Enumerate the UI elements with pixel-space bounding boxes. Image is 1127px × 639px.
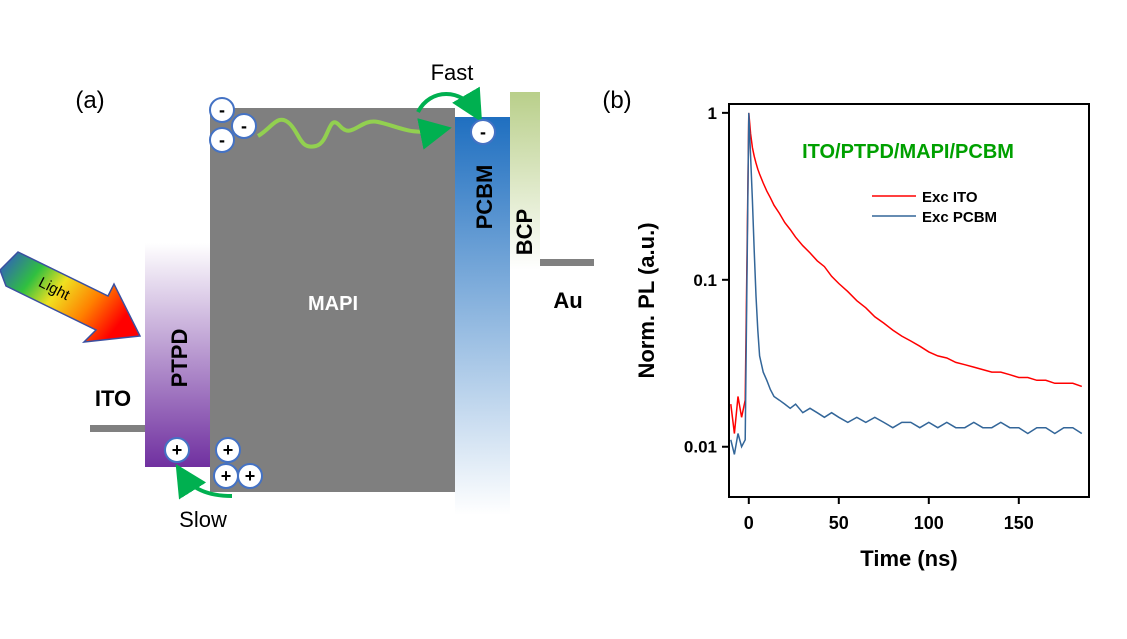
slow-arrow (175, 463, 233, 500)
data-line (730, 112, 1083, 434)
charge-sign: - (219, 100, 225, 120)
charge-sign: - (219, 130, 225, 150)
ito-label: ITO (95, 386, 131, 411)
chart: (b) 0 50 100 150 1 0.1 0.01 ITO/PTPD/MAPI/PCBM E… (602, 87, 1090, 571)
charge-circle (231, 113, 257, 139)
au-label: Au (553, 288, 582, 313)
diagram: (a) ITO PTPD MAPI PCBM BCP Au Light Fast… (0, 60, 594, 532)
mapi-layer (210, 108, 455, 492)
charge-sign: + (172, 440, 183, 460)
au-level (540, 259, 594, 266)
pcbm-label: PCBM (472, 165, 497, 230)
panel-label: (b) (602, 87, 631, 114)
charge-sign: + (245, 466, 256, 486)
legend-label: Exc PCBM (922, 209, 997, 226)
mapi-label: MAPI (308, 293, 358, 315)
x-tick-label: 100 (914, 513, 944, 533)
panel-label: (a) (75, 87, 104, 114)
charge-circle (237, 463, 263, 489)
y-tick-label: 1 (708, 104, 717, 123)
x-tick-label: 0 (744, 513, 754, 533)
y-tick-label: 0.1 (693, 271, 717, 290)
charge-sign: - (480, 122, 486, 142)
slow-label: Slow (179, 507, 227, 532)
charge-circle (209, 127, 235, 153)
charge-circle (470, 119, 496, 145)
ptpd-layer (145, 243, 210, 467)
ito-level (90, 425, 145, 432)
charge-sign: + (221, 466, 232, 486)
data-line (730, 112, 1083, 455)
bcp-layer (510, 92, 540, 270)
fast-label: Fast (431, 60, 474, 85)
pcbm-layer (455, 117, 510, 515)
x-tick-label: 50 (829, 513, 849, 533)
plot-frame (728, 103, 1090, 498)
charge-circle (215, 437, 241, 463)
light-arrow (0, 251, 142, 343)
charge-sign: - (241, 116, 247, 136)
legend-label: Exc ITO (922, 189, 978, 206)
charge-circle (164, 437, 190, 463)
y-axis-label: Norm. PL (a.u.) (634, 222, 659, 378)
ptpd-label: PTPD (167, 329, 192, 388)
x-axis-label: Time (ns) (860, 546, 957, 571)
y-tick-label: 0.01 (684, 438, 717, 457)
electron-path (256, 117, 452, 150)
bcp-label: BCP (512, 209, 537, 255)
x-tick-label: 150 (1004, 513, 1034, 533)
fast-arrow (416, 86, 483, 123)
charge-sign: + (223, 440, 234, 460)
chart-title: ITO/PTPD/MAPI/PCBM (802, 141, 1014, 163)
charge-circle (209, 97, 235, 123)
